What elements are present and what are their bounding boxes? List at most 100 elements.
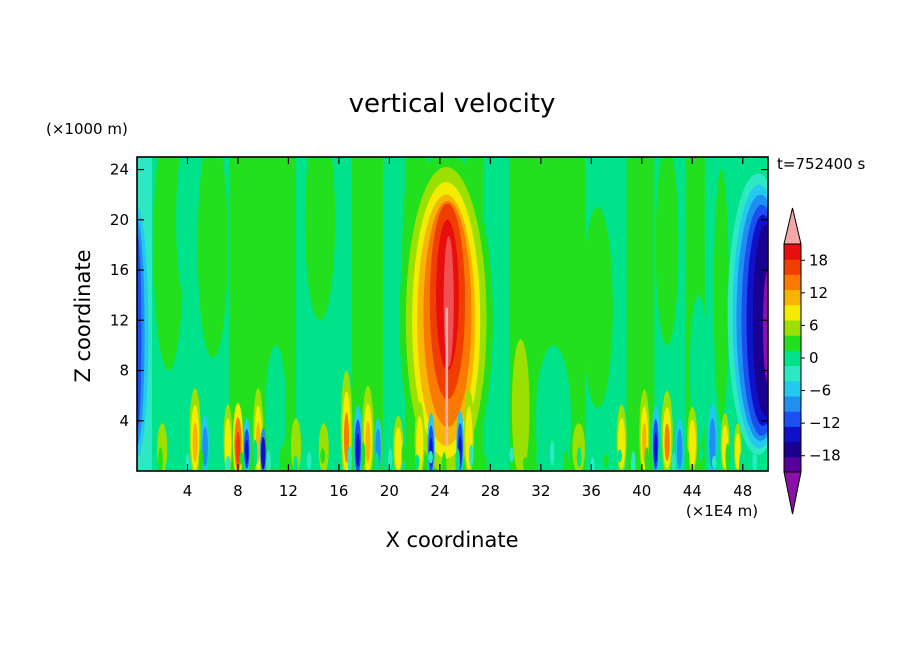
surface-fleck — [266, 449, 271, 471]
surface-fleck — [279, 445, 285, 469]
edge-downdraft-contour — [137, 232, 142, 434]
velocity-band — [610, 157, 627, 471]
convective-cell — [192, 422, 198, 463]
convective-cell — [676, 428, 683, 469]
chart-title: vertical velocity — [349, 89, 556, 119]
surface-fleck — [374, 452, 379, 471]
y-axis-title: Z coordinate — [71, 249, 95, 382]
convective-cell — [734, 433, 741, 470]
downdraft-contour — [762, 270, 768, 384]
surface-fleck — [401, 444, 406, 463]
colorbar-bin — [784, 304, 801, 321]
y-axis: 4 8 12 16 20 24 — [110, 161, 768, 430]
surface-fleck — [725, 443, 731, 471]
x-axis-title: X coordinate — [385, 528, 518, 552]
y-unit-label: (×1000 m) — [46, 120, 128, 138]
surface-fleck — [563, 450, 568, 471]
y-tick-label: 20 — [110, 211, 129, 229]
velocity-streak — [298, 332, 319, 471]
surface-fleck — [360, 442, 366, 468]
updraft-contour — [443, 236, 454, 367]
x-unit-label: (×1E4 m) — [686, 502, 758, 520]
surface-fleck — [441, 452, 447, 471]
colorbar-tick-label: −6 — [809, 382, 831, 400]
velocity-streak — [535, 345, 572, 471]
x-tick-label: 44 — [683, 482, 702, 500]
convective-cell — [394, 427, 402, 471]
surface-fleck — [144, 459, 150, 471]
surface-fleck — [212, 445, 217, 464]
convective-cell — [365, 421, 371, 464]
surface-fleck — [333, 458, 339, 471]
surface-fleck — [495, 450, 501, 469]
x-tick-label: 16 — [329, 482, 348, 500]
surface-fleck — [225, 455, 231, 471]
plot-frame — [136, 156, 769, 472]
convective-cell — [290, 418, 302, 471]
convective-cell — [235, 431, 241, 465]
surface-fleck — [657, 443, 663, 466]
velocity-streak — [689, 295, 708, 446]
x-tick-label: 28 — [481, 482, 500, 500]
surface-fleck — [630, 450, 636, 471]
surface-fleck — [536, 444, 541, 471]
colorbar-bin — [784, 365, 801, 382]
colorbar-bin — [784, 426, 801, 443]
surface-fleck — [482, 454, 487, 471]
colorbar-bin — [784, 411, 801, 427]
x-tick-label: 12 — [279, 482, 298, 500]
colorbar-bin — [784, 335, 801, 351]
surface-fleck — [671, 453, 676, 471]
surface-fleck — [468, 444, 474, 468]
x-tick-label: 48 — [733, 482, 752, 500]
y-tick-label: 4 — [119, 412, 129, 430]
colorbar-bin — [784, 289, 801, 306]
surface-fleck — [603, 453, 609, 469]
velocity-field — [137, 157, 768, 471]
x-tick-label: 40 — [632, 482, 651, 500]
colorbar-tick-label: −18 — [809, 447, 841, 465]
surface-fleck — [171, 443, 177, 469]
colorbar-over-arrow — [783, 207, 802, 245]
convective-cell — [343, 412, 349, 463]
surface-fleck — [698, 445, 704, 461]
surface-fleck — [252, 439, 258, 468]
surface-fleck — [455, 448, 460, 471]
downdraft-contour — [752, 224, 768, 416]
convective-cell — [688, 419, 696, 467]
colorbar-tick-label: −12 — [809, 414, 841, 432]
surface-fleck — [306, 452, 312, 470]
surface-fleck — [198, 449, 204, 470]
surface-fleck — [522, 457, 528, 470]
time-label: t=752400 s — [777, 155, 865, 173]
colorbar-bin — [784, 274, 801, 291]
convective-cell — [245, 439, 249, 465]
colorbar-tick-label: 6 — [809, 316, 819, 334]
surface-fleck — [293, 455, 298, 471]
velocity-streak — [153, 157, 184, 371]
velocity-streak — [176, 157, 194, 296]
x-tick-label: 20 — [380, 482, 399, 500]
colorbar-tick-label: 18 — [809, 251, 828, 269]
x-tick-label: 24 — [430, 482, 449, 500]
convective-cell — [572, 423, 586, 471]
colorbar-bin — [784, 396, 801, 412]
convective-cell — [224, 418, 232, 469]
surface-fleck — [347, 445, 352, 471]
colorbar-tick-label: 12 — [809, 284, 828, 302]
colorbar-bin — [784, 244, 801, 260]
surface-fleck — [684, 449, 690, 468]
convective-cell — [318, 423, 329, 471]
velocity-streak — [655, 157, 679, 346]
velocity-streak — [582, 207, 613, 409]
velocity-streak — [265, 345, 286, 471]
colorbar-bin — [784, 350, 801, 367]
x-tick-label: 36 — [582, 482, 601, 500]
y-tick-label: 16 — [110, 261, 129, 279]
y-tick-label: 24 — [110, 161, 129, 179]
colorbar-bin — [784, 380, 801, 397]
x-tick-label: 8 — [233, 482, 243, 500]
surface-fleck — [711, 455, 717, 469]
surface-fleck — [509, 447, 514, 463]
